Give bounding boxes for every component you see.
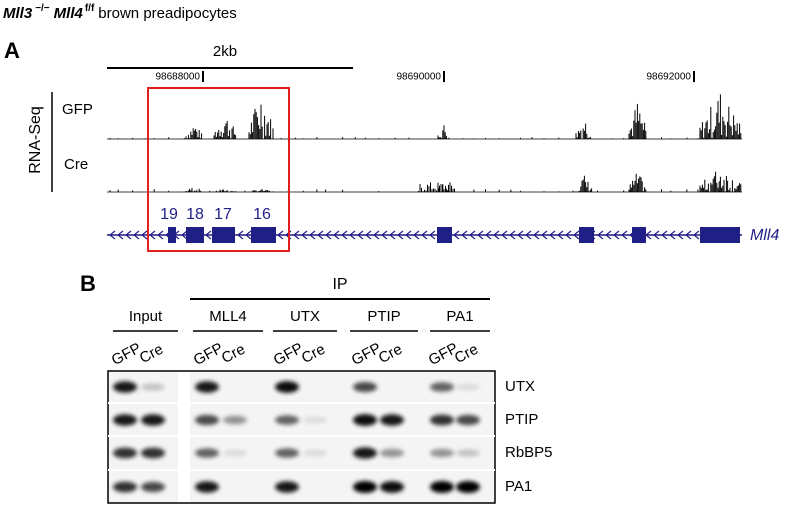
band xyxy=(430,448,454,458)
band xyxy=(456,414,480,426)
group-label: PTIP xyxy=(367,308,400,325)
band xyxy=(380,448,404,458)
coordinate-label: 98688000 xyxy=(156,72,201,83)
ip-label: IP xyxy=(332,276,347,293)
exon-number: 16 xyxy=(253,206,271,223)
band xyxy=(275,448,299,458)
blot-label: RbBP5 xyxy=(505,444,553,461)
band xyxy=(456,383,480,391)
title-superscript: −/− xyxy=(35,3,50,14)
exon xyxy=(251,227,276,243)
band xyxy=(113,414,137,426)
figure-title: Mll3 −/− Mll4 f/f brown preadipocytes xyxy=(3,3,237,22)
lane-label: Cre xyxy=(219,341,248,367)
title-gene: Mll4 xyxy=(54,5,84,22)
band xyxy=(353,414,377,426)
blot-bands: UTX PTIP RbBP5 PA1 xyxy=(108,372,553,502)
band xyxy=(223,415,247,425)
exon xyxy=(212,227,235,243)
band xyxy=(353,481,377,493)
exon xyxy=(632,227,646,243)
band xyxy=(113,381,137,393)
lane-label: Cre xyxy=(299,341,328,367)
blot-label: UTX xyxy=(505,378,535,395)
band xyxy=(275,481,299,493)
exon-number: 17 xyxy=(214,206,232,223)
strip-gap xyxy=(178,372,190,502)
band xyxy=(275,415,299,425)
lane-label: Cre xyxy=(452,341,481,367)
lane-label: Cre xyxy=(376,341,405,367)
gene-name: Mll4 xyxy=(750,227,779,244)
exon xyxy=(437,227,452,243)
band xyxy=(275,381,299,393)
title-superscript: f/f xyxy=(85,3,95,14)
band xyxy=(456,449,480,457)
scale-bar-label: 2kb xyxy=(213,43,237,60)
band xyxy=(353,447,377,459)
panel-label: A xyxy=(4,38,20,63)
band xyxy=(141,414,165,426)
blot-label: PTIP xyxy=(505,411,538,428)
group-label: UTX xyxy=(290,308,320,325)
band xyxy=(223,449,247,457)
signal-track xyxy=(109,171,742,192)
exon-number: 19 xyxy=(160,206,178,223)
band xyxy=(380,414,404,426)
exon xyxy=(186,227,204,243)
coordinate-label: 98692000 xyxy=(647,72,692,83)
band xyxy=(141,481,165,493)
band xyxy=(430,481,454,493)
title-gene: Mll3 xyxy=(3,5,33,22)
signal-tracks xyxy=(109,94,742,192)
band xyxy=(456,481,480,493)
track-label: GFP xyxy=(62,101,93,118)
band xyxy=(195,481,219,493)
band xyxy=(303,449,327,457)
band xyxy=(353,381,377,393)
band xyxy=(303,416,327,424)
band xyxy=(195,448,219,458)
group-label: PA1 xyxy=(446,308,473,325)
band xyxy=(141,447,165,459)
panel-label: B xyxy=(80,271,96,296)
band xyxy=(141,383,165,391)
band xyxy=(195,414,219,426)
lane-label: Cre xyxy=(137,341,166,367)
lane-groups: InputGFPCreMLL4GFPCreUTXGFPCrePTIPGFPCre… xyxy=(109,308,490,369)
exon xyxy=(700,227,740,243)
highlight-box xyxy=(147,87,290,252)
group-label: Input xyxy=(129,308,163,325)
group-label: MLL4 xyxy=(209,308,247,325)
signal-track xyxy=(109,94,742,139)
coordinate-label: 98690000 xyxy=(397,72,442,83)
band xyxy=(380,481,404,493)
track-group-label: RNA-Seq xyxy=(27,106,44,174)
title-text: brown preadipocytes xyxy=(98,5,236,22)
exon xyxy=(168,227,176,243)
band xyxy=(113,481,137,493)
band xyxy=(195,381,219,393)
track-label: Cre xyxy=(64,156,88,173)
exon-number: 18 xyxy=(186,206,204,223)
band xyxy=(430,414,454,426)
band xyxy=(113,447,137,459)
exon xyxy=(579,227,594,243)
band xyxy=(430,382,454,392)
blot-label: PA1 xyxy=(505,478,532,495)
exons xyxy=(168,227,740,243)
